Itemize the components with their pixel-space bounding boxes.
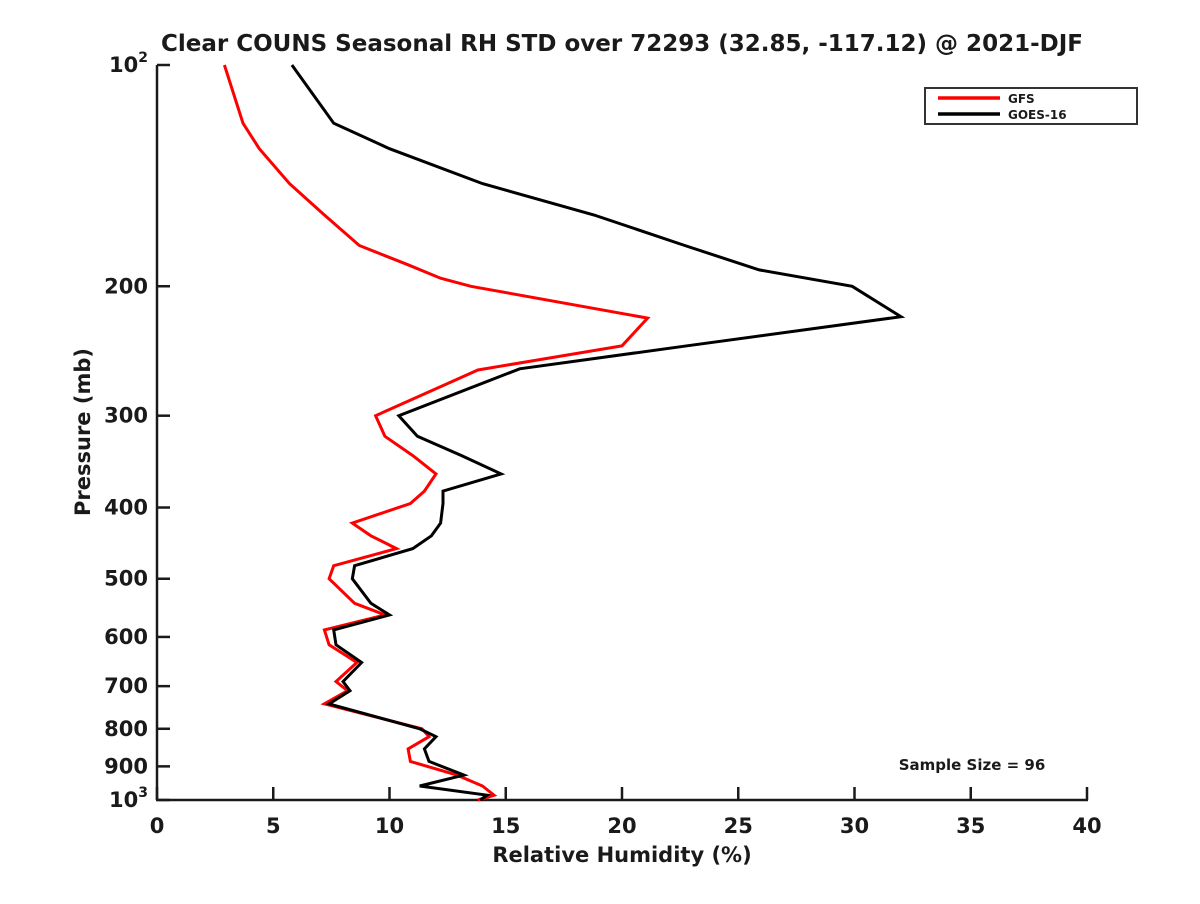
y-tick-label: 103: [109, 785, 148, 812]
legend-label-gfs: GFS: [1008, 92, 1035, 106]
y-tick-label: 600: [104, 625, 148, 649]
legend: GFS GOES-16: [924, 87, 1138, 125]
x-tick-label: 5: [266, 814, 281, 838]
series-line-goes-16: [290, 64, 906, 802]
x-tick-label: 25: [724, 814, 753, 838]
x-tick-label: 15: [491, 814, 520, 838]
series-lines: [222, 64, 906, 802]
x-tick-label: 30: [840, 814, 869, 838]
x-tick-label: 0: [150, 814, 165, 838]
legend-label-goes16: GOES-16: [1008, 108, 1067, 122]
x-axis-title: Relative Humidity (%): [492, 843, 751, 867]
y-tick-label: 900: [104, 754, 148, 778]
x-tick-label: 20: [607, 814, 636, 838]
y-tick-label: 400: [104, 496, 148, 520]
legend-box: [924, 87, 1138, 125]
x-axis-ticks: 0 5 10 15 20 25 30 35 40: [150, 787, 1102, 838]
x-tick-label: 40: [1072, 814, 1101, 838]
y-tick-label: 800: [104, 717, 148, 741]
y-tick-label: 102: [109, 50, 148, 77]
chart-title: Clear COUNS Seasonal RH STD over 72293 (…: [161, 31, 1083, 57]
series-line-gfs: [222, 64, 651, 802]
y-axis-title: Pressure (mb): [71, 348, 95, 516]
y-tick-label: 200: [104, 274, 148, 298]
y-tick-label: 700: [104, 674, 148, 698]
x-tick-label: 10: [375, 814, 404, 838]
y-tick-label: 300: [104, 404, 148, 428]
x-tick-label: 35: [956, 814, 985, 838]
y-axis-ticks: 102 200 300 400 500 600 700 800 900 103: [104, 50, 170, 812]
sample-size-note: Sample Size = 96: [899, 756, 1046, 774]
y-tick-label: 500: [104, 567, 148, 591]
